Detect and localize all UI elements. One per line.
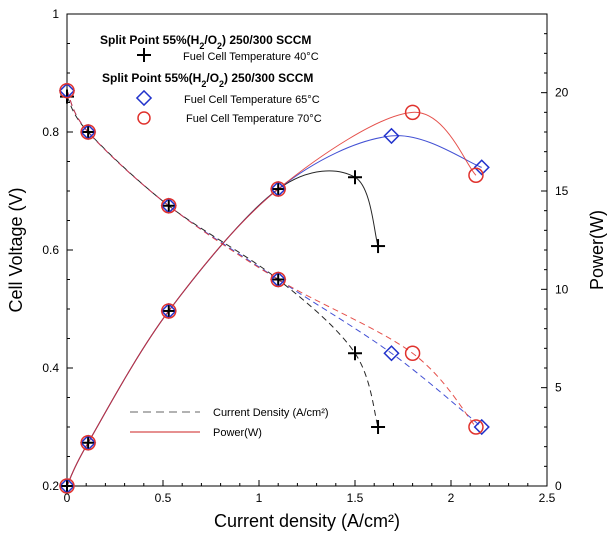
y-right-tick-label: 15	[555, 184, 569, 198]
plus-marker	[271, 272, 286, 287]
legend-marker-circle	[137, 111, 151, 125]
circle-marker	[468, 167, 484, 184]
legend-marker-diamond	[135, 89, 153, 107]
diamond-marker	[79, 123, 97, 141]
voltage-curve-circle	[66, 90, 477, 428]
y-right-tick-label: 0	[555, 479, 562, 493]
y-axis-left-label: Cell Voltage (V)	[6, 187, 26, 312]
y-left-tick-label: 0.4	[42, 361, 59, 375]
y-left-tick-label: 0.6	[42, 243, 59, 257]
plus-marker	[371, 239, 386, 254]
diamond-marker	[160, 302, 177, 320]
power-curve-circle	[66, 111, 477, 487]
voltage-curve-plus	[66, 96, 379, 428]
y-right-tick-label: 20	[555, 86, 569, 100]
y-left-tick-label: 0.8	[42, 125, 59, 139]
x-tick-label: 1.5	[347, 491, 364, 505]
legend-entry-70: Fuel Cell Temperature 70°C	[186, 113, 322, 125]
plus-marker	[81, 435, 96, 450]
diamond-marker	[270, 271, 287, 288]
legend-entry-40: Fuel Cell Temperature 40°C	[183, 51, 319, 63]
circle-marker	[80, 434, 96, 451]
x-tick-label: 0	[64, 491, 71, 505]
plus-marker	[348, 170, 362, 185]
x-tick-label: 2.5	[539, 491, 556, 505]
voltage-curve-diamond	[66, 90, 483, 428]
circle-marker	[59, 478, 75, 494]
x-tick-label: 1	[256, 491, 263, 505]
plus-marker	[371, 420, 386, 434]
diamond-marker	[473, 159, 490, 176]
circle-marker	[161, 198, 177, 214]
y-left-tick-label: 0.2	[42, 479, 59, 493]
diamond-marker	[58, 82, 76, 99]
x-tick-label: 0.5	[155, 491, 172, 505]
legend-heading-2: Split Point 55%(H2/O2) 250/300 SCCM	[102, 71, 313, 89]
circle-marker	[404, 345, 421, 361]
circle-marker	[80, 124, 96, 140]
plus-marker	[81, 125, 96, 139]
diamond-marker	[79, 434, 97, 451]
data-markers	[58, 82, 490, 495]
diamond-marker	[473, 418, 490, 436]
plus-marker	[161, 198, 176, 213]
diamond-marker	[383, 127, 400, 145]
circle-marker	[270, 181, 286, 197]
x-axis-label: Current density (A/cm²)	[214, 511, 400, 531]
x-tick-label: 2	[448, 491, 455, 505]
legend-label-dash: Current Density (A/cm²)	[213, 407, 329, 419]
circle-marker	[161, 303, 177, 319]
plus-marker	[161, 303, 176, 318]
diamond-marker	[58, 477, 76, 495]
plus-marker	[348, 346, 362, 361]
legend-marker-plus	[137, 48, 151, 62]
circle-marker	[59, 82, 75, 99]
diamond-marker	[383, 345, 400, 362]
diamond-marker	[270, 180, 287, 198]
circle-marker	[468, 419, 484, 435]
y-right-tick-label: 10	[555, 282, 569, 296]
circle-marker	[404, 104, 421, 121]
circle-marker	[270, 271, 286, 288]
diamond-marker	[160, 197, 177, 214]
legend: Split Point 55%(H2/O2) 250/300 SCCM Fuel…	[100, 33, 329, 439]
legend-label-solid: Power(W)	[213, 427, 262, 439]
y-left-tick-label: 1	[52, 7, 59, 21]
y-axis-right-label: Power(W)	[587, 210, 607, 290]
y-right-tick-label: 5	[555, 381, 562, 395]
legend-entry-65: Fuel Cell Temperature 65°C	[184, 94, 320, 106]
legend-heading-1: Split Point 55%(H2/O2) 250/300 SCCM	[100, 33, 311, 51]
fit-curves	[66, 90, 483, 487]
plus-marker	[271, 182, 286, 197]
